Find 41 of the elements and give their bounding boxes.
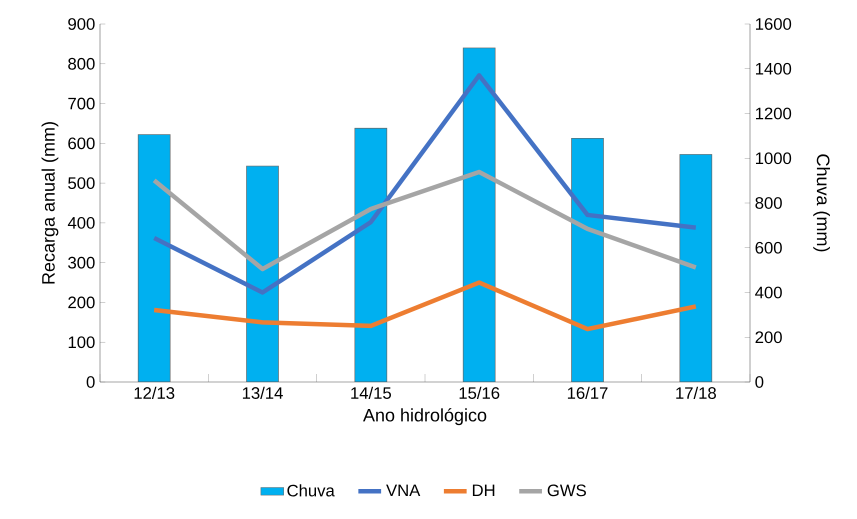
y2-tick-label: 1000 [756, 152, 792, 164]
x-tick-label: 17/18 [676, 386, 716, 399]
x-axis-title: Ano hidrológico [363, 408, 486, 426]
y-tick-label: 700 [68, 98, 95, 110]
y-tick-label: 500 [68, 177, 95, 190]
y2-tick-label: 1200 [756, 108, 792, 120]
bar [354, 128, 388, 382]
bar [571, 138, 604, 382]
x-tick-label: 14/15 [351, 386, 391, 399]
legend-label: Chuva [287, 484, 335, 497]
y2-tick-label: 800 [755, 197, 782, 209]
legend-label: GWS [548, 484, 586, 496]
bar [680, 154, 712, 382]
x-tick-label: 16/17 [568, 386, 608, 399]
y2-tick-label: 400 [755, 286, 782, 298]
legend-label: DH [472, 484, 494, 496]
line-series [152, 73, 698, 295]
y2-tick-label: 1400 [756, 62, 792, 75]
y2-tick-label: 1600 [756, 18, 792, 30]
y2-axis-title: Chuva (mm) [813, 154, 830, 252]
y-tick-label: 100 [68, 336, 95, 348]
line-series [152, 280, 698, 332]
y-tick-label: 400 [68, 217, 95, 229]
y-tick-label: 0 [86, 376, 95, 388]
y-tick-label: 200 [68, 296, 95, 308]
y2-tick-label: 200 [756, 331, 782, 344]
bar [246, 166, 279, 382]
bar [462, 48, 496, 382]
y-axis-title: Recarga anual (mm) [42, 122, 58, 284]
y2-tick-label: 600 [756, 242, 782, 254]
x-tick-label: 15/16 [460, 386, 500, 399]
y-tick-label: 800 [68, 58, 95, 70]
line-series [152, 170, 698, 272]
x-tick-label: 13/14 [242, 386, 283, 399]
y2-tick-label: 0 [755, 376, 764, 388]
y-tick-label: 600 [68, 137, 95, 150]
bar [138, 134, 171, 382]
x-tick-label: 12/13 [134, 386, 174, 399]
y-tick-label: 900 [68, 18, 95, 30]
y-tick-label: 300 [68, 256, 95, 269]
legend-label: VNA [386, 484, 420, 496]
